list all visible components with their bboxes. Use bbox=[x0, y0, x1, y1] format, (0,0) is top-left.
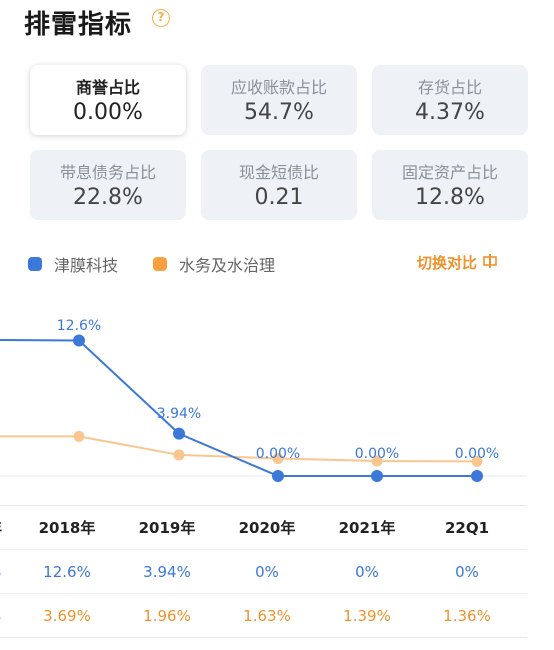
series-line-company bbox=[0, 339, 477, 477]
metric-card-fixed-assets[interactable]: 固定资产占比 12.8% bbox=[372, 150, 528, 220]
metric-value: 0.00% bbox=[73, 100, 143, 125]
switch-compare-button[interactable]: 切换对比 bbox=[417, 252, 497, 273]
metric-label: 带息债务占比 bbox=[59, 163, 156, 182]
metric-card-receivables[interactable]: 应收账款占比 54.7% bbox=[201, 65, 357, 135]
page-title: 排雷指标 bbox=[24, 10, 133, 40]
data-point-industry bbox=[173, 449, 185, 461]
metric-value: 22.8% bbox=[73, 185, 143, 210]
switch-compare-label: 切换对比 bbox=[417, 254, 478, 272]
table-cell: 12.6% bbox=[43, 562, 91, 581]
table-cell: % bbox=[0, 563, 17, 581]
metric-label: 商誉占比 bbox=[75, 78, 140, 97]
legend-label: 津膜科技 bbox=[54, 256, 119, 275]
series-line-industry bbox=[0, 435, 478, 463]
metric-value: 54.7% bbox=[244, 100, 314, 125]
metric-label: 应收账款占比 bbox=[230, 78, 327, 97]
table-header-row: 年 2018年 2019年 2020年 2021年 22Q1 bbox=[0, 506, 527, 550]
data-label-company: 3.94% bbox=[157, 406, 201, 422]
table-cell: 1.96% bbox=[143, 606, 191, 625]
table-cell: 1.39% bbox=[343, 606, 391, 625]
metric-value: 0.21 bbox=[254, 185, 304, 210]
metric-card-inventory[interactable]: 存货占比 4.37% bbox=[372, 65, 528, 135]
legend-company[interactable]: 津膜科技 bbox=[28, 252, 118, 276]
metric-value: 12.8% bbox=[415, 185, 485, 210]
table-cell: 0% bbox=[455, 562, 479, 581]
data-point-industry bbox=[272, 452, 284, 464]
data-point-company bbox=[371, 470, 383, 482]
data-label-company: % bbox=[0, 313, 1, 329]
legend-industry[interactable]: 水务及水治理 bbox=[153, 252, 275, 276]
table-cell: 1.63% bbox=[243, 606, 291, 625]
table-cell: 3.69% bbox=[43, 606, 91, 625]
table-cell: 0% bbox=[355, 562, 379, 581]
table-cell: 3.94% bbox=[143, 562, 191, 581]
data-point-industry bbox=[471, 455, 483, 467]
legend-swatch bbox=[28, 257, 42, 271]
table-cell: 2019年 bbox=[138, 519, 196, 537]
line-chart: % 12.6% 3.94% 0.00% 0.00% 0.00% bbox=[0, 313, 527, 482]
data-point-industry bbox=[73, 430, 85, 442]
legend-label: 水务及水治理 bbox=[179, 256, 276, 275]
data-point-company bbox=[173, 427, 185, 440]
data-label-company: 0.00% bbox=[256, 446, 300, 462]
table-cell: 22Q1 bbox=[444, 518, 490, 537]
table-row-company: % 12.6% 3.94% 0% 0% 0% bbox=[0, 550, 527, 594]
data-label-company: 12.6% bbox=[57, 318, 101, 334]
legend-swatch bbox=[153, 257, 167, 271]
data-point-company bbox=[471, 470, 483, 482]
series-industry bbox=[0, 430, 483, 467]
data-point-company bbox=[73, 334, 85, 347]
metric-label: 固定资产占比 bbox=[401, 163, 498, 182]
metric-card-interest-debt[interactable]: 带息债务占比 22.8% bbox=[30, 150, 186, 220]
data-point-industry bbox=[371, 455, 383, 467]
data-label-company: 0.00% bbox=[355, 446, 399, 462]
table-cell: 2020年 bbox=[238, 519, 296, 537]
data-label-company: 0.00% bbox=[455, 446, 499, 462]
metric-value: 4.37% bbox=[415, 100, 485, 125]
table-cell: 1.36% bbox=[443, 606, 491, 625]
metric-label: 存货占比 bbox=[417, 78, 482, 97]
series-company bbox=[0, 334, 483, 482]
table-row-industry: % 3.69% 1.96% 1.63% 1.39% 1.36% bbox=[0, 594, 527, 637]
metric-label: 现金短债比 bbox=[238, 163, 319, 182]
table-cell: 0% bbox=[255, 562, 279, 581]
metric-card-goodwill[interactable]: 商誉占比 0.00% bbox=[30, 65, 186, 135]
table-cell: 2018年 bbox=[38, 519, 96, 537]
data-point-company bbox=[272, 470, 284, 482]
data-table: 年 2018年 2019年 2020年 2021年 22Q1 % 12.6% 3.94% 0% 0… bbox=[0, 505, 527, 638]
data-labels: % 12.6% 3.94% 0.00% 0.00% 0.00% bbox=[0, 313, 499, 462]
table-cell: % bbox=[0, 607, 17, 625]
table-cell: 2021年 bbox=[338, 519, 396, 537]
metric-card-cash-debt-ratio[interactable]: 现金短债比 0.21 bbox=[201, 150, 357, 220]
table-cell: 年 bbox=[0, 517, 17, 538]
switch-icon bbox=[483, 253, 497, 272]
question-circle-icon[interactable]: ? bbox=[152, 9, 170, 27]
